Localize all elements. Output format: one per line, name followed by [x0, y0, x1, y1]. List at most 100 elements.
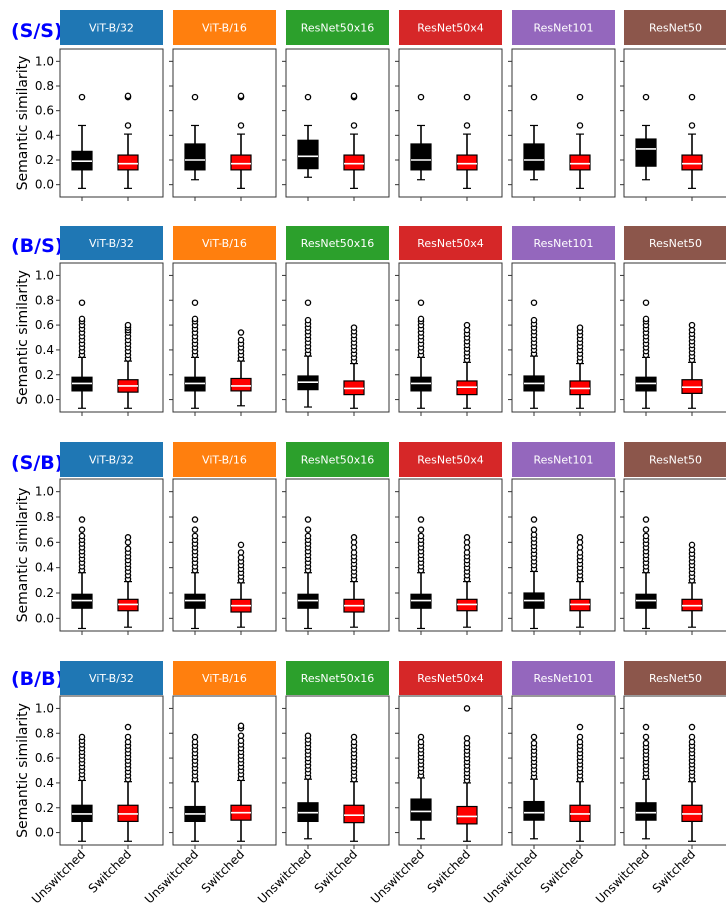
y-tick-label: 0.8	[35, 293, 54, 307]
panel-header-label: ResNet50x4	[417, 454, 483, 467]
panel-frame	[398, 478, 503, 632]
outlier-point	[124, 534, 132, 541]
outlier-point	[642, 739, 650, 747]
outlier-point	[642, 733, 650, 741]
outlier-point	[642, 723, 650, 731]
outlier-point	[642, 93, 650, 101]
panel-header	[624, 226, 726, 260]
outlier-point	[576, 93, 584, 101]
outlier-point	[304, 93, 312, 101]
y-tick-label: 0.8	[35, 726, 54, 740]
outlier-point	[576, 324, 584, 331]
outlier-point	[417, 315, 425, 323]
y-tick-label: 0.4	[35, 776, 54, 790]
panel-header-label: ResNet50x4	[417, 672, 483, 685]
panel-header	[512, 661, 615, 695]
panel-header-label: ViT-B/32	[89, 454, 134, 467]
panel-frame	[285, 262, 390, 413]
panel-header-label: ViT-B/16	[202, 237, 247, 250]
y-tick-label: 0.0	[35, 178, 54, 192]
panel-frame	[623, 262, 726, 413]
panel-header-label: ResNet50	[649, 22, 702, 35]
outlier-point	[191, 733, 199, 741]
y-tick-label: 1.0	[35, 268, 54, 282]
outlier-point	[576, 534, 584, 541]
outlier-point	[124, 321, 132, 329]
outlier-point	[463, 534, 471, 541]
x-category-label: Switched	[650, 847, 699, 896]
panel-header-label: ResNet101	[534, 672, 594, 685]
panel-header-label: ViT-B/16	[202, 454, 247, 467]
panel-frame	[172, 262, 277, 413]
iqr-box	[569, 154, 591, 171]
panel-header-label: ViT-B/16	[202, 672, 247, 685]
panel-frame	[172, 695, 277, 846]
outlier-point	[191, 93, 199, 101]
y-tick-label: 0.8	[35, 510, 54, 524]
panel-frame	[623, 695, 726, 846]
panel-header	[286, 442, 389, 477]
outlier-point	[688, 93, 696, 101]
outlier-point	[688, 733, 696, 741]
panel-frame	[172, 48, 277, 198]
outlier-point	[78, 93, 86, 101]
outlier-point	[530, 299, 538, 306]
outlier-point	[237, 122, 245, 129]
outlier-point	[124, 733, 132, 741]
iqr-box	[681, 154, 703, 171]
x-category-label: Switched	[199, 847, 248, 896]
iqr-box	[456, 805, 478, 825]
y-tick-label: 0.2	[35, 368, 54, 382]
y-tick-label: 0.0	[35, 393, 54, 407]
panel-header-label: ResNet50	[649, 237, 702, 250]
outlier-point	[417, 526, 425, 533]
outlier-point	[463, 122, 471, 129]
panel-frame	[511, 478, 616, 632]
outlier-point	[304, 299, 312, 306]
outlier-point	[463, 734, 471, 742]
outlier-point	[463, 705, 471, 712]
outlier-point	[576, 122, 584, 129]
outlier-point	[304, 732, 312, 739]
outlier-point	[124, 122, 132, 129]
x-category-label: Unswitched	[368, 847, 427, 906]
iqr-box	[635, 802, 657, 821]
panel-header	[173, 661, 276, 695]
outlier-point	[237, 549, 245, 556]
panel-frame	[398, 48, 503, 198]
x-category-label: Switched	[425, 847, 474, 896]
iqr-box	[343, 804, 365, 824]
x-category-label: Switched	[312, 847, 361, 896]
outlier-point	[417, 733, 425, 741]
panel-frame	[59, 48, 164, 198]
y-tick-label: 0.2	[35, 153, 54, 167]
outlier-point	[688, 541, 696, 549]
panel-header	[60, 442, 163, 477]
panel-header-label: ResNet101	[534, 22, 594, 35]
outlier-point	[530, 516, 538, 523]
outlier-point	[417, 93, 425, 101]
outlier-point	[304, 526, 312, 533]
outlier-point	[463, 321, 471, 329]
y-axis-label: Semantic similarity	[15, 270, 31, 405]
iqr-box	[230, 377, 252, 392]
iqr-box	[410, 798, 432, 821]
panel-header	[512, 226, 615, 260]
panel-header-label: ResNet50x16	[301, 454, 374, 467]
panel-frame	[398, 262, 503, 413]
outlier-point	[688, 723, 696, 731]
y-tick-label: 0.6	[35, 318, 54, 332]
y-tick-label: 0.4	[35, 561, 54, 575]
row-label: (B/S)	[11, 235, 63, 257]
x-category-label: Unswitched	[481, 847, 540, 906]
outlier-point	[417, 516, 425, 523]
outlier-point	[642, 532, 650, 540]
outlier-point	[191, 516, 199, 523]
iqr-box	[523, 143, 545, 171]
x-category-label: Unswitched	[593, 847, 652, 906]
panel-header	[399, 442, 502, 477]
iqr-box	[523, 800, 545, 821]
panel-header-label: ResNet50x16	[301, 672, 374, 685]
outlier-point	[642, 315, 650, 323]
